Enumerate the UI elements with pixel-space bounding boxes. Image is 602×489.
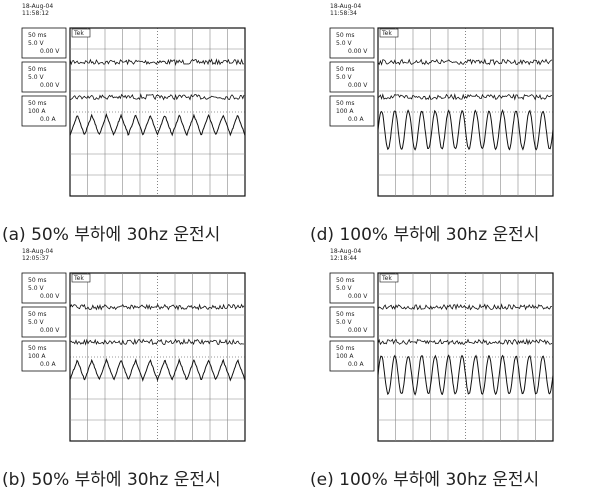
channel-setting: 0.00 V: [348, 82, 368, 89]
channel-setting: 50 ms: [28, 277, 47, 284]
channel-setting: 0.0 A: [348, 116, 364, 123]
caption: (a) 50% 부하에 30hz 운전시: [2, 225, 220, 244]
channel-setting: 0.00 V: [348, 327, 368, 334]
channel-setting: 50 ms: [336, 32, 355, 39]
channel-setting: 50 ms: [336, 345, 355, 352]
brand: Tek: [381, 275, 392, 282]
brand: Tek: [381, 30, 392, 37]
channel-setting: 100 A: [28, 108, 46, 115]
channel-setting: 50 ms: [28, 345, 47, 352]
time: 11:58:34: [330, 10, 357, 17]
channel-setting: 50 ms: [336, 311, 355, 318]
channel-setting: 5.0 V: [336, 285, 352, 292]
channel-setting: 0.00 V: [40, 327, 60, 334]
channel-setting: 5.0 V: [28, 285, 44, 292]
date: 18-Aug-04: [330, 3, 361, 10]
channel-setting: 50 ms: [28, 66, 47, 73]
time: 11:58:12: [22, 10, 49, 17]
channel-setting: 50 ms: [28, 311, 47, 318]
channel-setting: 100 A: [336, 108, 354, 115]
channel-setting: 5.0 V: [28, 74, 44, 81]
time: 12:05:37: [22, 255, 49, 262]
channel-setting: 0.00 V: [348, 48, 368, 55]
time: 12:18:44: [330, 255, 357, 262]
figure: 18-Aug-0411:58:12Tek50 ms5.0 V0.00 V50 m…: [0, 0, 602, 489]
channel-setting: 0.00 V: [348, 293, 368, 300]
brand: Tek: [73, 30, 84, 37]
channel-setting: 50 ms: [336, 100, 355, 107]
date: 18-Aug-04: [330, 248, 361, 255]
channel-setting: 0.0 A: [348, 361, 364, 368]
date: 18-Aug-04: [22, 248, 53, 255]
channel-setting: 50 ms: [28, 100, 47, 107]
date: 18-Aug-04: [22, 3, 53, 10]
channel-setting: 50 ms: [336, 277, 355, 284]
channel-setting: 5.0 V: [336, 74, 352, 81]
channel-setting: 0.00 V: [40, 82, 60, 89]
channel-setting: 5.0 V: [28, 319, 44, 326]
brand: Tek: [73, 275, 84, 282]
channel-setting: 50 ms: [28, 32, 47, 39]
channel-setting: 5.0 V: [336, 319, 352, 326]
channel-setting: 0.0 A: [40, 116, 56, 123]
channel-setting: 100 A: [28, 353, 46, 360]
channel-setting: 0.00 V: [40, 48, 60, 55]
channel-setting: 0.00 V: [40, 293, 60, 300]
caption: (b) 50% 부하에 30hz 운전시: [2, 470, 221, 489]
channel-setting: 100 A: [336, 353, 354, 360]
channel-setting: 5.0 V: [28, 40, 44, 47]
channel-setting: 50 ms: [336, 66, 355, 73]
channel-setting: 0.0 A: [40, 361, 56, 368]
channel-setting: 5.0 V: [336, 40, 352, 47]
caption: (e) 100% 부하에 30hz 운전시: [310, 470, 539, 489]
caption: (d) 100% 부하에 30hz 운전시: [310, 225, 539, 244]
